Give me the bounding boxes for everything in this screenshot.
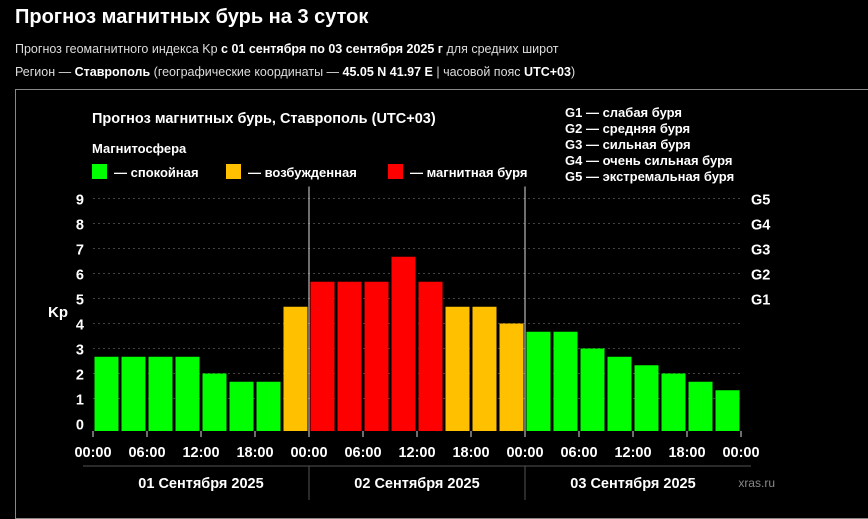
kp-bar	[634, 365, 659, 431]
sub2-prefix: Регион —	[15, 65, 72, 79]
y-tick-label: 8	[76, 218, 84, 234]
timezone: UTC+03	[524, 65, 571, 79]
g-scale-label: G4	[751, 218, 770, 234]
x-tick-label: 00:00	[290, 445, 327, 461]
kp-forecast-chart: Прогноз магнитных бурь, Ставрополь (UTC+…	[48, 105, 775, 500]
legend-swatch	[388, 164, 403, 179]
plot-area	[93, 188, 741, 431]
y-axis-label: Kp	[48, 304, 68, 321]
x-tick-label: 06:00	[344, 445, 381, 461]
kp-bar	[418, 281, 443, 431]
y-tick-label: 0	[76, 418, 84, 434]
sub2-tz-prefix: | часовой пояс	[436, 65, 521, 79]
day-label: 01 Сентября 2025	[138, 476, 263, 492]
x-tick-label: 18:00	[236, 445, 273, 461]
x-tick-label: 18:00	[452, 445, 489, 461]
y-tick-label: 4	[76, 318, 84, 334]
kp-bar	[256, 381, 281, 431]
storm-scale-item: G5 — экстремальная буря	[565, 169, 734, 184]
g-scale-label: G5	[751, 193, 770, 209]
storm-scale-item: G1 — слабая буря	[565, 105, 682, 120]
y-tick-label: 9	[76, 193, 84, 209]
kp-bar	[688, 381, 713, 431]
x-tick-label: 18:00	[668, 445, 705, 461]
x-tick-label: 12:00	[182, 445, 219, 461]
x-tick-label: 06:00	[128, 445, 165, 461]
legend-swatch	[92, 164, 107, 179]
x-tick-label: 12:00	[614, 445, 651, 461]
legend-label: — возбужденная	[248, 165, 357, 180]
kp-bar	[553, 331, 578, 431]
y-tick-label: 1	[76, 393, 84, 409]
sub2-mid: (географические координаты —	[153, 65, 340, 79]
kp-bar	[148, 356, 173, 431]
x-tick-label: 00:00	[74, 445, 111, 461]
day-label: 02 Сентября 2025	[354, 476, 479, 492]
page-title: Прогноз магнитных бурь на 3 суток	[15, 6, 369, 28]
forecast-description: Прогноз геомагнитного индекса Kp с 01 се…	[15, 42, 558, 56]
kp-bar	[310, 281, 335, 431]
coordinates: 45.05 N 41.97 E	[342, 65, 433, 79]
kp-bar	[715, 390, 740, 431]
kp-bar	[661, 373, 686, 431]
day-label: 03 Сентября 2025	[570, 476, 695, 492]
legend-swatch	[226, 164, 241, 179]
storm-scale-item: G3 — сильная буря	[565, 137, 691, 152]
legend-title: Магнитосфера	[92, 141, 187, 156]
y-tick-label: 5	[76, 293, 84, 309]
storm-scale-item: G4 — очень сильная буря	[565, 153, 732, 168]
kp-bar	[175, 356, 200, 431]
g-scale-label: G2	[751, 268, 770, 284]
storm-scale-item: G2 — средняя буря	[565, 121, 690, 136]
legend-label: — магнитная буря	[410, 165, 527, 180]
sub1-suffix: для средних широт	[446, 42, 559, 56]
kp-bar	[391, 256, 416, 431]
kp-bar	[445, 306, 470, 431]
kp-bar	[607, 356, 632, 431]
sub1-prefix: Прогноз геомагнитного индекса Kp	[15, 42, 218, 56]
y-tick-label: 7	[76, 243, 84, 259]
kp-bar	[94, 356, 119, 431]
y-tick-label: 2	[76, 368, 84, 384]
chart-title: Прогноз магнитных бурь, Ставрополь (UTC+…	[92, 111, 436, 127]
kp-bar	[337, 281, 362, 431]
region-name: Ставрополь	[74, 65, 151, 79]
g-scale-label: G3	[751, 243, 770, 259]
region-description: Регион — Ставрополь (географические коор…	[15, 65, 575, 79]
y-tick-label: 6	[76, 268, 84, 284]
date-range: с 01 сентября по 03 сентября 2025 г	[221, 42, 444, 56]
kp-bar	[472, 306, 497, 431]
kp-bar	[202, 373, 227, 431]
watermark: xras.ru	[738, 476, 775, 490]
y-tick-label: 3	[76, 343, 84, 359]
kp-bar	[526, 331, 551, 431]
x-tick-label: 00:00	[722, 445, 759, 461]
kp-bar	[364, 281, 389, 431]
kp-bar	[229, 381, 254, 431]
kp-bar	[499, 323, 524, 431]
x-tick-label: 00:00	[506, 445, 543, 461]
legend-label: — спокойная	[114, 165, 199, 180]
kp-bar	[283, 306, 308, 431]
x-tick-label: 12:00	[398, 445, 435, 461]
g-scale-label: G1	[751, 293, 770, 309]
kp-bar	[580, 348, 605, 431]
kp-bar	[121, 356, 146, 431]
x-tick-label: 06:00	[560, 445, 597, 461]
sub2-end: )	[570, 65, 576, 79]
